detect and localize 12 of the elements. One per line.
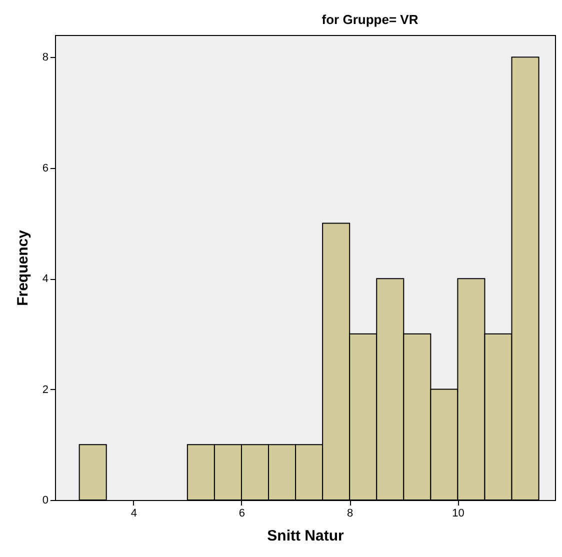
chart-title: for Gruppe= VR [322, 12, 419, 27]
y-tick-label: 6 [42, 162, 48, 174]
y-tick-label: 8 [42, 52, 48, 64]
y-tick-label: 0 [42, 494, 48, 506]
x-tick-label: 6 [238, 508, 246, 520]
y-tick-label: 2 [42, 384, 48, 396]
x-tick-label: 10 [452, 508, 464, 520]
y-tick-label: 4 [42, 273, 48, 286]
x-tick-label: 8 [347, 508, 354, 520]
y-axis-title: Frequency [14, 229, 32, 306]
x-axis-title: Snitt Natur [267, 528, 344, 544]
x-tick-label: 4 [130, 508, 137, 520]
